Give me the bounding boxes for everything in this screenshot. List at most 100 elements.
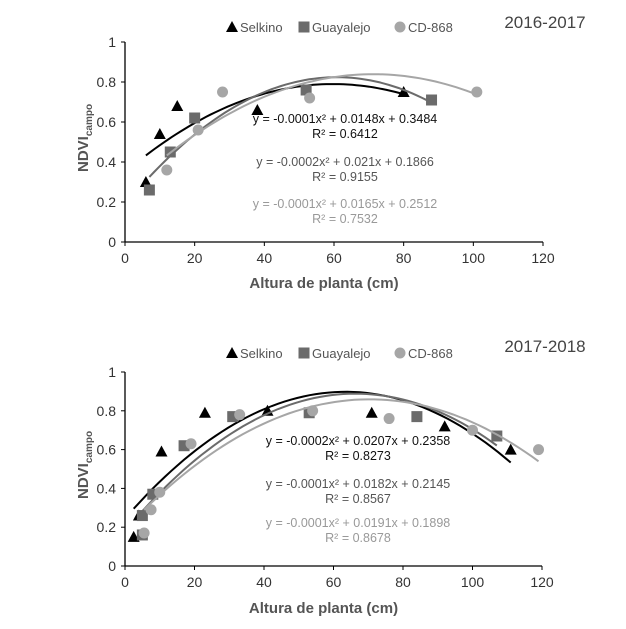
x-tick-label: 20	[187, 574, 203, 590]
data-point	[136, 510, 148, 522]
data-point	[426, 94, 438, 106]
x-tick-label: 20	[187, 250, 203, 266]
y-tick-label: 0.4	[97, 154, 117, 170]
x-tick-label: 0	[121, 574, 129, 590]
legend-marker-square	[298, 21, 310, 33]
data-point	[161, 164, 173, 176]
trend-equation: y = -0.0002x² + 0.0207x + 0.2358	[266, 434, 451, 448]
x-tick-label: 120	[530, 574, 554, 590]
r-squared: R² = 0.6412	[312, 127, 378, 141]
x-tick-label: 80	[395, 574, 411, 590]
data-point	[127, 530, 140, 542]
r-squared: R² = 0.8273	[325, 449, 391, 463]
data-point	[491, 430, 503, 442]
data-point	[304, 92, 316, 104]
data-point	[155, 445, 168, 457]
data-point	[138, 527, 150, 539]
y-axis-label: NDVIcampo	[75, 104, 95, 172]
x-tick-label: 0	[121, 250, 129, 266]
x-tick-label: 100	[462, 250, 486, 266]
legend-label: CD-868	[408, 346, 453, 361]
data-point	[471, 86, 483, 98]
y-tick-label: 0.6	[97, 442, 117, 458]
chart-title: 2017-2018	[504, 337, 585, 356]
data-point	[139, 176, 152, 187]
legend-label: Selkino	[240, 346, 283, 361]
data-point	[189, 112, 201, 124]
x-tick-label: 60	[326, 574, 342, 590]
x-tick-label: 100	[461, 574, 485, 590]
y-tick-label: 0.8	[97, 74, 117, 90]
y-axis-label: NDVIcampo	[75, 431, 95, 499]
trendline	[143, 398, 540, 511]
data-point	[154, 486, 166, 498]
trendline	[145, 83, 404, 157]
data-point	[145, 504, 157, 516]
legend-label: CD-868	[408, 20, 453, 35]
data-point	[198, 406, 211, 418]
x-tick-label: 40	[256, 574, 272, 590]
trendline	[132, 390, 512, 510]
trendline	[166, 73, 478, 157]
y-tick-label: 0.2	[97, 194, 117, 210]
data-point	[438, 420, 451, 432]
data-point	[397, 86, 410, 97]
data-point	[178, 440, 190, 452]
r-squared: R² = 0.7532	[312, 212, 378, 226]
data-point	[533, 444, 545, 456]
y-tick-label: 0.6	[97, 114, 117, 130]
x-tick-label: 40	[257, 250, 273, 266]
data-point	[365, 406, 378, 418]
y-tick-label: 0	[108, 558, 116, 574]
r-squared: R² = 0.8567	[325, 492, 391, 506]
data-point	[251, 104, 264, 115]
trend-equation: y = -0.0001x² + 0.0165x + 0.2512	[253, 197, 438, 211]
legend-marker-square	[298, 347, 310, 359]
data-point	[171, 100, 184, 111]
trend-equation: y = -0.0001x² + 0.0182x + 0.2145	[266, 477, 451, 491]
chart-panel-0: 0 0.2 0.4 0.6 0.8 1 0 20 40 60 80 100 120 Altura de p…	[75, 13, 586, 292]
data-point	[192, 124, 204, 136]
legend-marker-triangle	[226, 21, 238, 32]
x-axis-label: Altura de planta (cm)	[249, 275, 398, 292]
y-axis-label-subscript: campo	[84, 104, 95, 136]
x-tick-label: 80	[396, 250, 412, 266]
data-point	[467, 424, 478, 436]
data-point	[227, 411, 239, 423]
trend-equation: y = -0.0002x² + 0.021x + 0.1866	[256, 155, 434, 169]
y-tick-label: 1	[108, 364, 116, 380]
legend-marker-circle	[394, 347, 406, 359]
data-point	[234, 409, 246, 421]
r-squared: R² = 0.9155	[312, 170, 378, 184]
data-point	[217, 86, 229, 98]
legend-label: Guayalejo	[312, 20, 371, 35]
data-point	[300, 84, 312, 96]
legend: Selkino Guayalejo CD-868	[226, 20, 453, 35]
y-axis-label-main: NDVI	[75, 463, 92, 499]
trend-equation: y = -0.0001x² + 0.0148x + 0.3484	[253, 112, 438, 126]
chart-panel-1: 0 0.2 0.4 0.6 0.8 1 0 20 40 60 80 100 120 Altura de p…	[75, 337, 586, 617]
data-point	[411, 411, 423, 423]
r-squared: R² = 0.8678	[325, 531, 391, 545]
data-point	[307, 405, 319, 417]
y-axis-label-main: NDVI	[75, 136, 92, 172]
y-tick-label: 1	[108, 34, 116, 50]
y-tick-label: 0.2	[97, 519, 117, 535]
legend-label: Guayalejo	[312, 346, 371, 361]
data-point	[504, 443, 517, 455]
legend: Selkino Guayalejo CD-868	[226, 346, 453, 361]
y-axis-label-subscript: campo	[84, 431, 95, 463]
data-point	[383, 413, 395, 425]
trendline	[141, 392, 498, 512]
data-point	[147, 488, 159, 500]
y-tick-label: 0	[108, 234, 116, 250]
chart-title: 2016-2017	[504, 13, 585, 32]
trend-equation: y = -0.0001x² + 0.0191x + 0.1898	[266, 516, 451, 530]
x-axis-label: Altura de planta (cm)	[249, 600, 398, 617]
